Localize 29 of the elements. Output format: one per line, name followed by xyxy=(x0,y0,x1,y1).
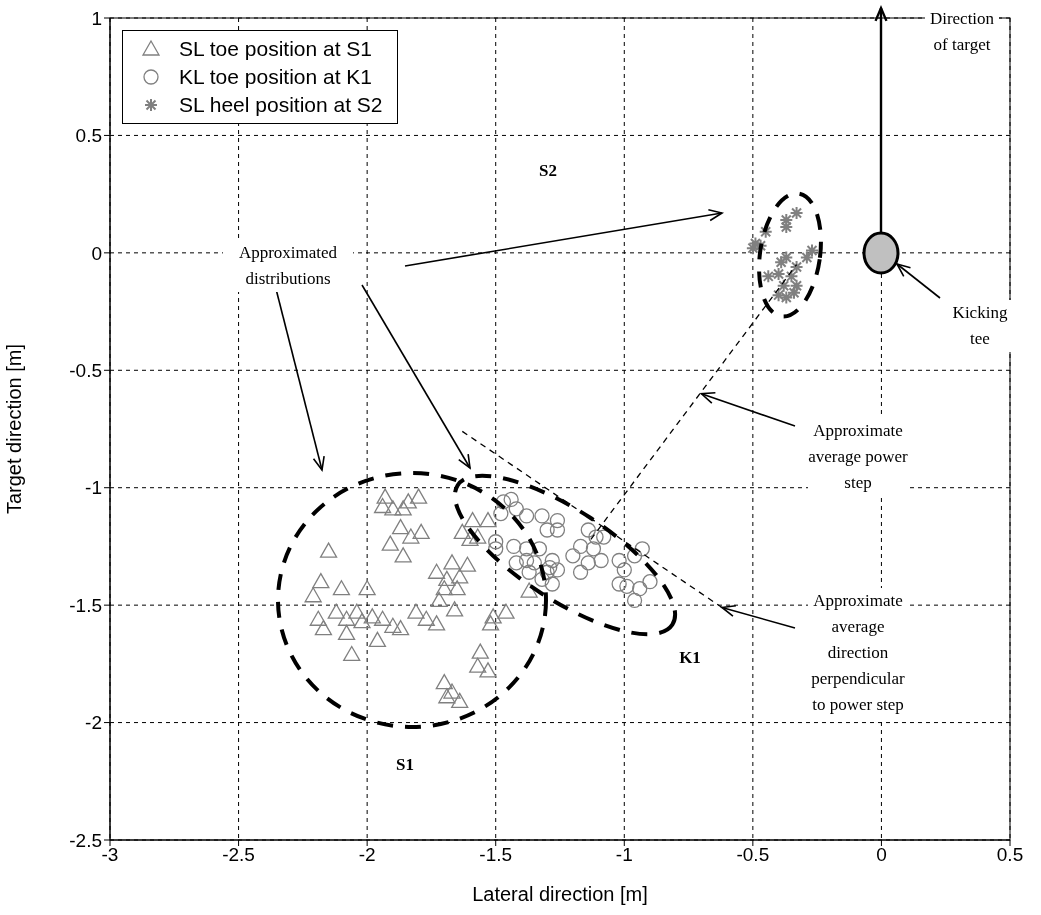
x-tick-label: -1 xyxy=(615,844,633,866)
y-tick-label: -0.5 xyxy=(69,360,102,382)
legend-label: SL heel position at S2 xyxy=(179,93,383,117)
annotation: Approximate average power step xyxy=(808,418,908,496)
y-tick-label: 0.5 xyxy=(75,125,102,147)
x-tick-label: 0 xyxy=(876,844,887,866)
y-tick-label: -2 xyxy=(85,712,102,734)
annotation: S1 xyxy=(385,752,425,778)
annotation: S2 xyxy=(528,158,568,184)
x-tick-label: -1.5 xyxy=(479,844,513,866)
x-tick-label: -2.5 xyxy=(222,844,255,866)
y-tick-label: 1 xyxy=(91,7,102,29)
legend-label: KL toe position at K1 xyxy=(179,65,373,89)
annotation: Kicking tee xyxy=(945,300,1015,352)
annotation: Direction of target xyxy=(925,6,999,58)
legend-label: SL toe position at S1 xyxy=(179,37,373,61)
annotation: Approximate average direction perpendicular to power step xyxy=(808,588,908,718)
y-tick-label: -1 xyxy=(85,477,102,499)
x-tick-label: -2 xyxy=(358,844,376,866)
x-tick-label: -0.5 xyxy=(736,844,770,866)
y-axis-title: Target direction [m] xyxy=(3,343,26,515)
annotation: K1 xyxy=(670,645,710,671)
y-tick-label: -1.5 xyxy=(69,594,102,616)
x-tick-label: 0.5 xyxy=(996,844,1024,866)
x-axis-title: Lateral direction [m] xyxy=(472,883,648,905)
y-tick-label: -2.5 xyxy=(69,829,102,851)
x-tick-label: -3 xyxy=(101,844,119,866)
annotation: Approximated distributions xyxy=(223,240,353,292)
y-tick-label: 0 xyxy=(91,242,102,264)
